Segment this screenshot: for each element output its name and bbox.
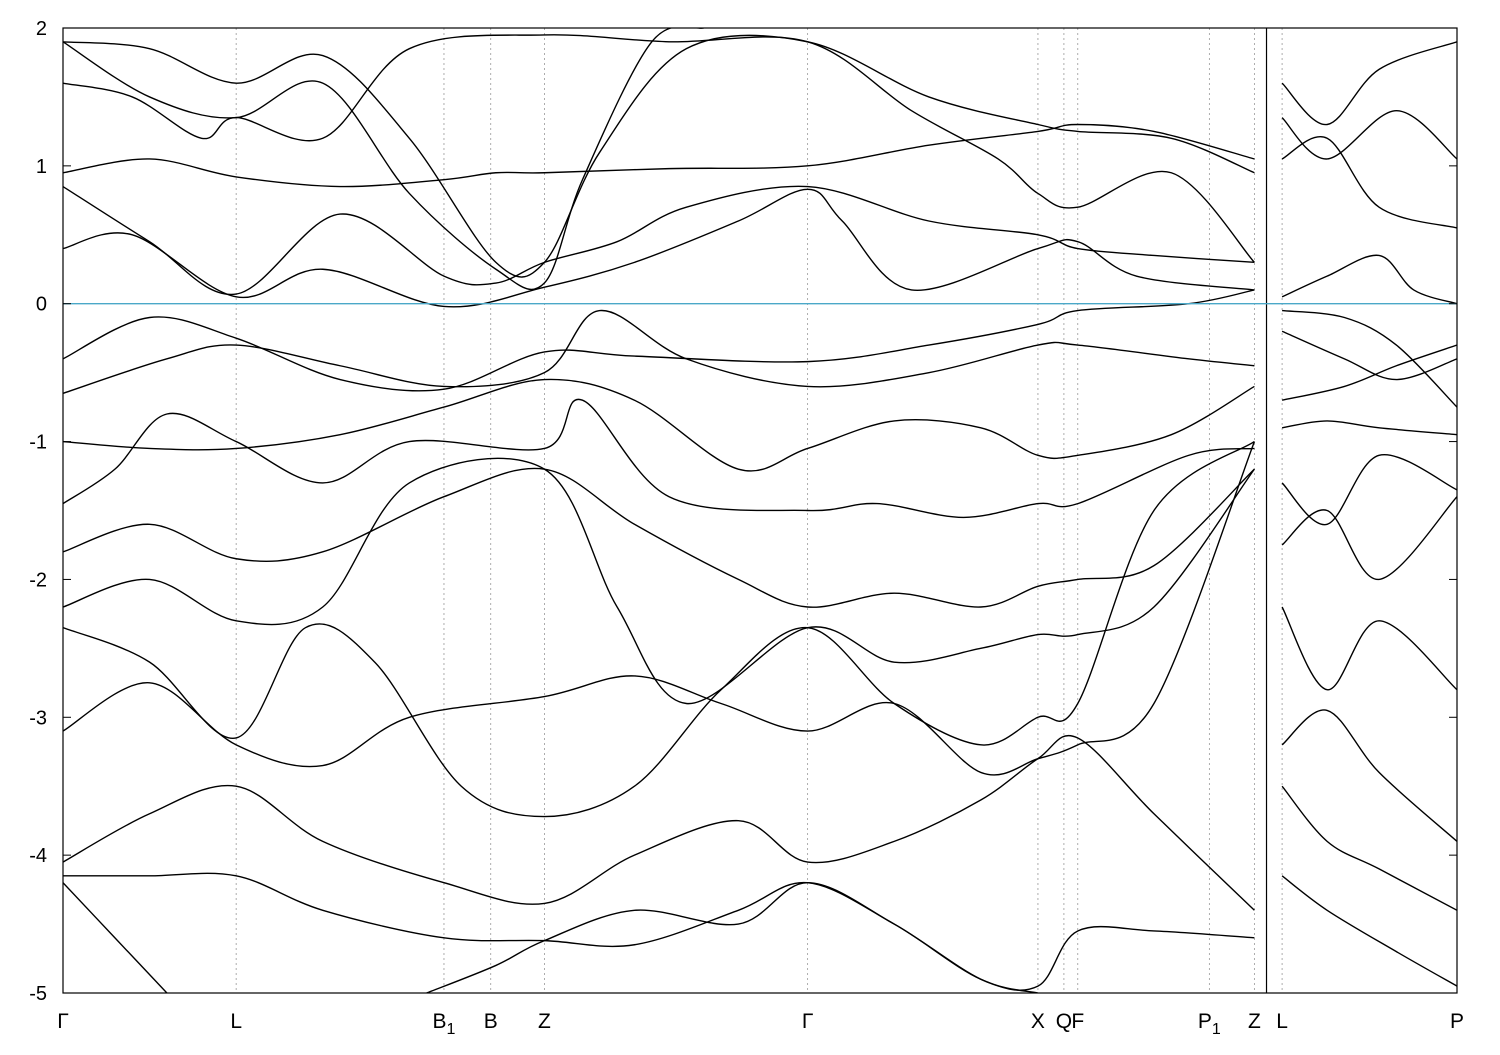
x-tick-label: Z xyxy=(1248,1010,1261,1033)
band-line xyxy=(63,398,1255,519)
band-line xyxy=(63,872,1255,991)
band-line xyxy=(63,188,1255,308)
band-line xyxy=(63,309,1255,394)
band-line xyxy=(63,185,1255,295)
y-tick-label: -5 xyxy=(29,983,47,1005)
y-tick-label: -3 xyxy=(29,707,47,729)
band-line-right-segment xyxy=(1281,420,1457,436)
x-tick-label: Z xyxy=(538,1010,551,1033)
band-line xyxy=(63,378,1255,472)
x-tick-label: Q xyxy=(1056,1010,1072,1033)
x-tick-label: Γ xyxy=(802,1010,814,1033)
x-tick-label: F xyxy=(1071,1010,1084,1033)
x-tick-label-subscript: 1 xyxy=(447,1021,456,1038)
y-tick-label: -2 xyxy=(29,569,47,591)
x-tick-label: L xyxy=(230,1010,242,1033)
band-line xyxy=(63,28,704,291)
band-line-right-segment xyxy=(1281,41,1457,126)
band-line xyxy=(63,123,1255,188)
x-tick-label: P1 xyxy=(1198,1010,1221,1038)
band-line xyxy=(63,457,1255,705)
y-tick-label: -1 xyxy=(29,432,47,454)
x-tick-label: P xyxy=(1450,1010,1464,1033)
band-line xyxy=(63,467,1255,608)
band-line-right-segment xyxy=(1281,344,1457,401)
plot-frame xyxy=(62,27,1458,994)
y-tick-label: -4 xyxy=(29,845,47,867)
x-tick-label: Γ xyxy=(57,1010,69,1033)
band-line-right-segment xyxy=(1281,496,1457,581)
band-line-right-segment xyxy=(1281,330,1457,381)
band-line-right-segment xyxy=(1281,785,1457,911)
y-tick-label: 1 xyxy=(36,156,47,178)
x-tick-label: X xyxy=(1031,1010,1045,1033)
band-line-right-segment xyxy=(1281,110,1457,160)
band-line-right-segment xyxy=(1281,875,1457,987)
x-tick-label: B xyxy=(484,1010,498,1033)
band-line xyxy=(63,882,168,993)
band-line-right-segment xyxy=(1281,254,1457,305)
band-line-right-segment xyxy=(1281,136,1457,229)
x-tick-label: B1 xyxy=(433,1010,456,1038)
band-line xyxy=(63,735,1255,911)
band-line xyxy=(63,440,1255,818)
band-line xyxy=(63,441,1256,776)
band-line xyxy=(63,34,1255,263)
x-tick-label-subscript: 1 xyxy=(1212,1021,1221,1038)
y-tick-label: 0 xyxy=(36,294,47,316)
band-line xyxy=(426,882,1039,993)
band-line-right-segment xyxy=(1282,309,1457,408)
x-tick-label: L xyxy=(1276,1010,1288,1033)
band-line-right-segment xyxy=(1281,454,1457,526)
band-line-right-segment xyxy=(1281,606,1457,691)
y-tick-label: 2 xyxy=(36,18,47,40)
band-line-right-segment xyxy=(1281,709,1457,842)
band-line xyxy=(63,289,1255,392)
band-line xyxy=(63,34,1255,278)
